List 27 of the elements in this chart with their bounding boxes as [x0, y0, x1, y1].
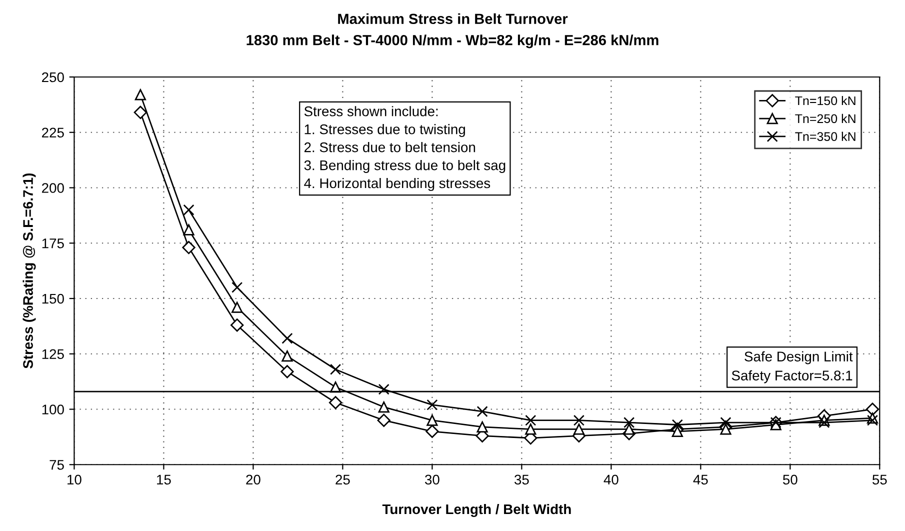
- x-tick-label: 10: [68, 474, 82, 485]
- annotation: Safe Design Limit Safety Factor=5.8:1: [732, 351, 853, 384]
- y-tick-label: 225: [42, 128, 64, 138]
- y-tick-label: 250: [42, 72, 64, 82]
- y-tick-label: 100: [42, 404, 64, 414]
- x-tick-label: 45: [693, 474, 708, 485]
- y-tick-label: 200: [42, 183, 64, 193]
- x-tick-label: 30: [424, 474, 440, 485]
- legend-label: Tn=150 kN: [795, 96, 856, 106]
- x-tick-label: 35: [514, 474, 529, 485]
- y-tick-label: 150: [42, 294, 64, 304]
- annotation: Stress shown include: 1. Stresses due to twisting 2. Stress due to belt tension 3. Bending stress due to belt sag 4. Horizontal bending stresses: [304, 106, 506, 191]
- y-tick-label: 125: [42, 349, 64, 360]
- x-tick-label: 15: [157, 474, 171, 485]
- chart-title: Maximum Stress in Belt Turnover: [338, 13, 568, 24]
- x-tick-label: 20: [246, 474, 260, 485]
- legend-label: Tn=350 kN: [795, 132, 856, 141]
- chart-subtitle: 1830 mm Belt - ST-4000 N/mm - Wb=82 kg/m - E=286 kN/mm: [246, 34, 658, 48]
- y-axis-title: Stress (%Rating @ S.F.=6.7:1): [22, 173, 36, 368]
- x-axis-title: Turnover Length / Belt Width: [382, 504, 571, 517]
- x-tick-label: 25: [336, 474, 350, 485]
- x-tick-label: 55: [872, 474, 887, 485]
- x-tick-label: 50: [783, 474, 798, 485]
- x-tick-label: 40: [604, 474, 618, 485]
- y-tick-label: 75: [50, 460, 64, 470]
- y-tick-label: 175: [42, 238, 64, 248]
- legend-label: Tn=250 kN: [795, 114, 856, 124]
